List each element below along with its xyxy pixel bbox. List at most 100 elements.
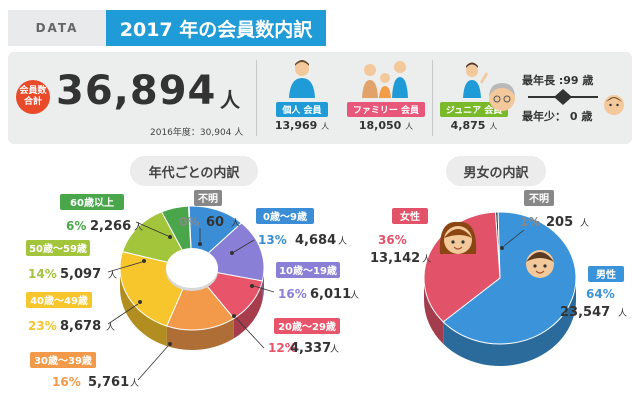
slice-tag: 不明: [198, 193, 218, 205]
slice-percent: 23%: [28, 319, 57, 333]
person-icon: [260, 58, 344, 98]
leader-dot: [198, 242, 202, 246]
leader-dot: [142, 259, 146, 263]
total-members: 36,894: [56, 68, 217, 114]
slice-side: [443, 278, 576, 367]
leader-dot: [138, 300, 142, 304]
leader-dot: [168, 235, 172, 239]
junior-icon: [432, 58, 516, 98]
slice-tag: 50歳〜59歳: [29, 242, 87, 255]
leader-line: [135, 221, 169, 237]
leader-line: [233, 239, 255, 253]
slice-percent: 16%: [52, 375, 81, 389]
leader-line: [137, 345, 169, 381]
member-label: ジュニア 会員: [439, 102, 509, 117]
pie-slice: [442, 211, 577, 345]
slice-unit: 人: [580, 218, 589, 229]
slice-unit: 人: [618, 308, 627, 319]
slice-count: 5,761: [88, 375, 129, 390]
pie-slice: [165, 267, 235, 331]
slice-unit: 人: [134, 222, 143, 233]
slice-tag: 30歳〜39歳: [34, 354, 92, 367]
total-unit: 人: [220, 88, 240, 112]
leader-line: [107, 261, 143, 273]
slice-percent: 64%: [586, 287, 615, 301]
slice-count: 23,547: [560, 305, 610, 320]
baby-icon: [604, 95, 624, 115]
slice-tag-bg: [276, 262, 340, 278]
slice-tag-bg: [588, 266, 624, 282]
divider: [432, 60, 433, 136]
slice-percent: 13%: [258, 233, 287, 247]
slice-unit: 人: [350, 290, 359, 301]
slice-tag: 40歳〜49歳: [30, 294, 88, 307]
donut-hole: [166, 248, 218, 288]
leader-line: [235, 317, 265, 349]
member-count: 13,969 人: [274, 119, 330, 132]
slice-percent: 6%: [66, 219, 86, 233]
header: DATA 2017 年の会員数内訳: [8, 10, 326, 46]
male-icon: [526, 250, 554, 278]
leader-line: [253, 285, 275, 293]
slice-unit: 人: [330, 344, 339, 355]
slice-count: 6,011: [310, 287, 351, 302]
age-pie-chart: [119, 205, 265, 350]
member-individual: 個人 会員 13,969 人: [260, 58, 344, 132]
arrow-icon: [528, 89, 598, 105]
previous-year-total: 2016年度：30,904 人: [150, 128, 244, 138]
badge-line1: 会員数: [19, 86, 47, 96]
slice-percent: 14%: [28, 267, 57, 281]
slice-count: 205: [546, 215, 573, 230]
member-label: 個人 会員: [276, 102, 328, 117]
member-family: ファミリー 会員 18,050 人: [344, 58, 428, 132]
member-count: 4,875 人: [450, 119, 498, 132]
slice-count: 8,678: [60, 319, 101, 334]
slice-side: [233, 280, 263, 339]
youngest-age: 最年少： 0 歳: [522, 110, 593, 123]
slice-count: 13,142: [370, 251, 420, 266]
slice-tag: 10歳〜19歳: [279, 264, 337, 277]
summary-panel: 会員数 合計 36,894 人 2016年度：30,904 人 個人 会員 13,…: [8, 52, 632, 144]
slice-tag: 0歳〜9歳: [263, 210, 307, 223]
page-title: 2017 年の会員数内訳: [106, 10, 326, 46]
slice-tag-bg: [392, 208, 428, 224]
slice-count: 2,266: [90, 219, 131, 234]
slice-count: 5,097: [60, 267, 101, 282]
slice-tag-bg: [26, 292, 92, 308]
slice-unit: 人: [130, 378, 139, 389]
leader-dot: [168, 342, 172, 346]
badge-line2: 合計: [23, 97, 42, 107]
slice-tag: 不明: [529, 193, 549, 205]
slice-tag-bg: [524, 190, 554, 206]
slice-percent: 1%: [520, 215, 540, 229]
slice-side: [120, 268, 167, 347]
slice-tag-bg: [274, 318, 340, 334]
leader-dot: [500, 246, 504, 250]
data-tag: DATA: [8, 10, 106, 46]
slice-unit: 人: [108, 270, 117, 281]
leader-dot: [250, 284, 254, 288]
slice-tag-bg: [194, 190, 222, 206]
slice-tag: 20歳〜29歳: [278, 320, 336, 333]
leader-line: [503, 229, 525, 247]
elderly-icon: [489, 83, 515, 111]
slice-unit: 人: [422, 254, 431, 265]
oldest-age: 最年長 :99 歳: [522, 74, 594, 87]
slice-unit: 人: [338, 236, 347, 247]
slice-tag-bg: [30, 352, 96, 368]
slice-tag: 60歳以上: [70, 196, 114, 209]
slice-count: 60: [206, 215, 224, 230]
family-icon: [344, 58, 428, 98]
member-label: ファミリー 会員: [346, 102, 426, 117]
female-icon: [439, 221, 477, 254]
slice-percent: 0%: [179, 215, 199, 229]
age-section-header: 年代ごとの内訳: [130, 156, 258, 186]
slice-unit: 人: [231, 218, 240, 229]
slice-percent: 12%: [268, 341, 297, 355]
leader-dot: [230, 251, 234, 255]
member-count: 18,050 人: [358, 119, 414, 132]
slice-percent: 36%: [378, 233, 407, 247]
slice-tag-bg: [60, 194, 124, 210]
